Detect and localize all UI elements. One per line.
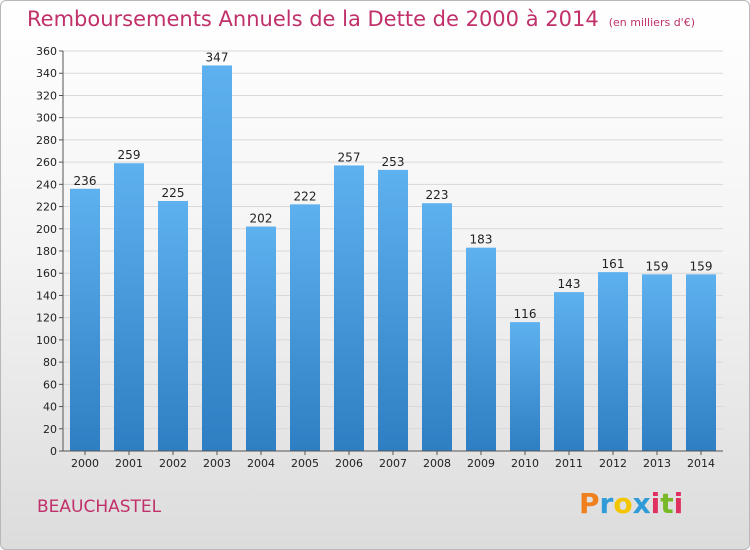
chart-subtitle: (en milliers d'€) — [608, 16, 695, 29]
x-tick-label: 2008 — [423, 457, 451, 470]
y-tick-label: 160 — [36, 267, 57, 280]
bar-2013 — [642, 274, 672, 451]
bar-value-label: 223 — [426, 188, 449, 202]
bar-value-label: 225 — [162, 186, 185, 200]
x-tick-label: 2012 — [599, 457, 627, 470]
bar-2001 — [114, 163, 144, 451]
bar-value-label: 222 — [294, 189, 317, 203]
brand-letter: t — [660, 487, 674, 520]
x-tick-label: 2007 — [379, 457, 407, 470]
y-tick-label: 120 — [36, 312, 57, 325]
bar-2012 — [598, 272, 628, 451]
bar-2005 — [290, 204, 320, 451]
brand-letter: r — [599, 487, 614, 520]
x-tick-label: 2011 — [555, 457, 583, 470]
y-tick-label: 340 — [36, 67, 57, 80]
bar-2006 — [334, 165, 364, 451]
x-tick-label: 2013 — [643, 457, 671, 470]
y-tick-label: 180 — [36, 245, 57, 258]
bar-2008 — [422, 203, 452, 451]
brand-letter: P — [579, 487, 600, 520]
x-tick-label: 2014 — [687, 457, 715, 470]
brand-letter: i — [673, 487, 684, 520]
x-tick-label: 2002 — [159, 457, 187, 470]
y-tick-label: 300 — [36, 112, 57, 125]
x-tick-label: 2010 — [511, 457, 539, 470]
y-tick-label: 360 — [36, 45, 57, 58]
y-tick-label: 20 — [43, 423, 57, 436]
y-tick-label: 60 — [43, 378, 57, 391]
y-tick-label: 280 — [36, 134, 57, 147]
y-tick-label: 140 — [36, 289, 57, 302]
y-tick-label: 200 — [36, 223, 57, 236]
bar-value-label: 259 — [118, 148, 141, 162]
bar-value-label: 143 — [558, 277, 581, 291]
bar-2004 — [246, 226, 276, 451]
y-tick-label: 260 — [36, 156, 57, 169]
y-tick-label: 80 — [43, 356, 57, 369]
bar-value-label: 116 — [514, 307, 537, 321]
bar-value-label: 347 — [206, 50, 229, 64]
x-tick-label: 2004 — [247, 457, 275, 470]
bar-2000 — [70, 188, 100, 451]
y-tick-label: 320 — [36, 89, 57, 102]
y-tick-label: 240 — [36, 178, 57, 191]
y-tick-label: 100 — [36, 334, 57, 347]
x-tick-label: 2005 — [291, 457, 319, 470]
bar-2010 — [510, 322, 540, 451]
brand-letter: i — [650, 487, 661, 520]
bar-2007 — [378, 169, 408, 451]
bar-layer: 236 259 225 347 202 222 257 253 223 183 116 143 161 1… — [70, 50, 716, 451]
x-tick-label: 2000 — [71, 457, 99, 470]
bar-value-label: 253 — [382, 155, 405, 169]
chart-title: Remboursements Annuels de la Dette de 20… — [27, 7, 695, 31]
x-tick-label: 2009 — [467, 457, 495, 470]
bar-2014 — [686, 274, 716, 451]
x-tick-label: 2006 — [335, 457, 363, 470]
bar-2002 — [158, 201, 188, 451]
bar-2009 — [466, 247, 496, 451]
place-name: BEAUCHASTEL — [37, 497, 162, 517]
y-tick-label: 220 — [36, 201, 57, 214]
brand-letter: x — [632, 487, 651, 520]
y-tick-label: 0 — [50, 445, 57, 458]
bar-value-label: 257 — [338, 150, 361, 164]
brand-letter: o — [613, 487, 633, 520]
brand-logo[interactable]: Proxiti — [579, 487, 683, 520]
bar-value-label: 236 — [74, 174, 97, 188]
y-tick-label: 40 — [43, 401, 57, 414]
bar-value-label: 202 — [250, 212, 273, 226]
x-tick-label: 2001 — [115, 457, 143, 470]
x-tick-label: 2003 — [203, 457, 231, 470]
axis-layer: 0 20 40 60 80 100 120 140 160 180 200 220 240 260 280 3… — [36, 45, 723, 470]
bar-2011 — [554, 292, 584, 451]
bar-value-label: 159 — [646, 259, 669, 273]
bar-value-label: 183 — [470, 233, 493, 247]
bar-2003 — [202, 65, 232, 451]
bar-value-label: 159 — [690, 259, 713, 273]
bar-value-label: 161 — [602, 257, 625, 271]
